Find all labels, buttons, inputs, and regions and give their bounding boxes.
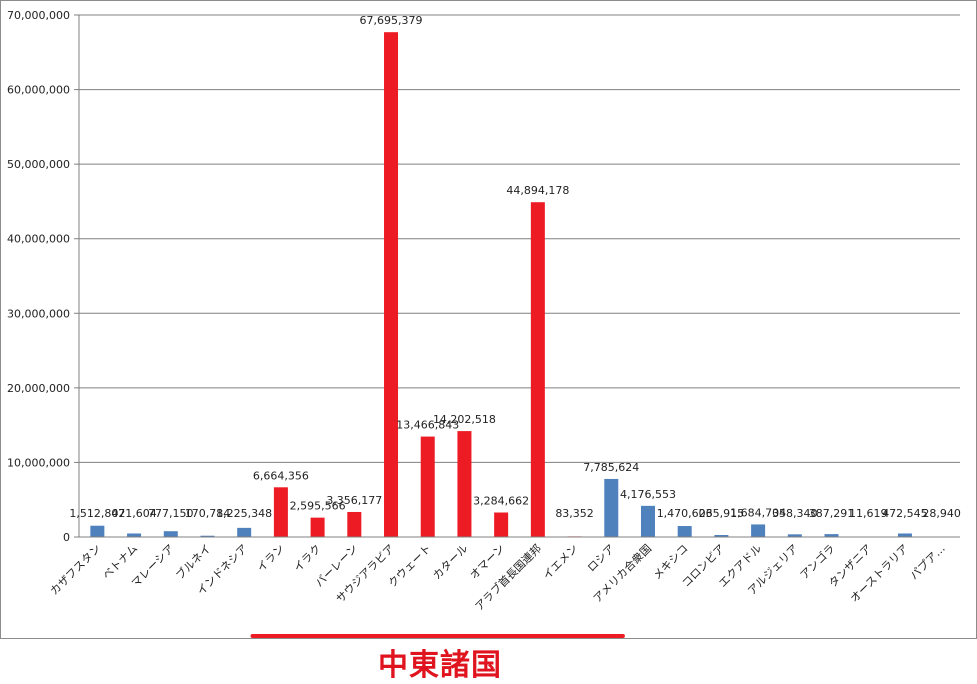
data-label: 1,225,348 [216,507,272,520]
data-label: 2,595,566 [290,500,346,513]
data-label: 777,150 [148,507,194,520]
bar [604,478,619,537]
bar [163,531,178,537]
data-label: 471,604 [111,507,157,520]
x-tick-label: イエメン [540,542,580,582]
x-tick-label: カザフスタン [48,542,104,598]
data-label: 358,340 [772,507,818,520]
y-tick-label: 10,000,000 [7,456,70,469]
x-tick-label: パプア… [907,542,947,582]
bar [714,535,729,537]
y-tick-label: 70,000,000 [7,9,70,22]
data-label: 387,291 [809,507,855,520]
data-label: 44,894,178 [506,184,569,197]
data-label: 67,695,379 [360,14,423,27]
bar [530,202,545,537]
data-label: 11,619 [849,507,888,520]
data-label: 28,940 [922,507,961,520]
bar [127,533,142,537]
y-tick-label: 30,000,000 [7,307,70,320]
x-tick-label: イラク [291,542,324,575]
data-label: 7,785,624 [583,461,639,474]
y-tick-label: 40,000,000 [7,233,70,246]
bar [640,505,655,537]
y-tick-label: 60,000,000 [7,84,70,97]
y-axis: 0 10,000,000 20,000,000 30,000,000 40,000,00… [7,9,80,544]
data-label: 170,784 [185,507,231,520]
data-label: 1,684,704 [730,506,786,519]
data-label: 3,284,662 [473,495,529,508]
bar [273,487,288,537]
data-label: 6,664,356 [253,469,309,482]
bar [420,436,435,537]
bar [200,535,215,537]
data-label: 265,915 [699,507,745,520]
data-label: 1,470,603 [657,507,713,520]
bars [90,32,949,538]
bar [384,32,399,538]
bar [90,525,105,537]
bar [494,512,509,537]
data-label: 472,545 [882,507,928,520]
x-tick-label: イラン [254,542,287,575]
data-label: 13,466,843 [396,419,459,432]
bar [787,534,802,537]
data-label: 3,356,177 [326,494,382,507]
data-label: 1,512,802 [69,507,125,520]
x-tick-label: ロシア [585,542,618,575]
mideast-caption: 中東諸国 [378,648,502,683]
data-label: 14,202,518 [433,413,496,426]
x-tick-label: アラブ首長国連邦 [472,541,544,613]
chart-frame [0,0,977,639]
gridlines [79,14,960,538]
data-label: 83,352 [555,507,594,520]
bar [897,533,912,537]
y-tick-label: 20,000,000 [7,382,70,395]
bar [677,526,692,537]
bar [751,524,766,537]
y-tick-label: 0 [63,531,70,544]
x-tick-label: カタール [430,542,470,582]
bar [237,527,252,537]
bar [310,517,325,537]
bar [824,534,839,537]
data-label: 4,176,553 [620,488,676,501]
bar [457,431,472,537]
bar [347,511,362,537]
y-tick-label: 50,000,000 [7,158,70,171]
